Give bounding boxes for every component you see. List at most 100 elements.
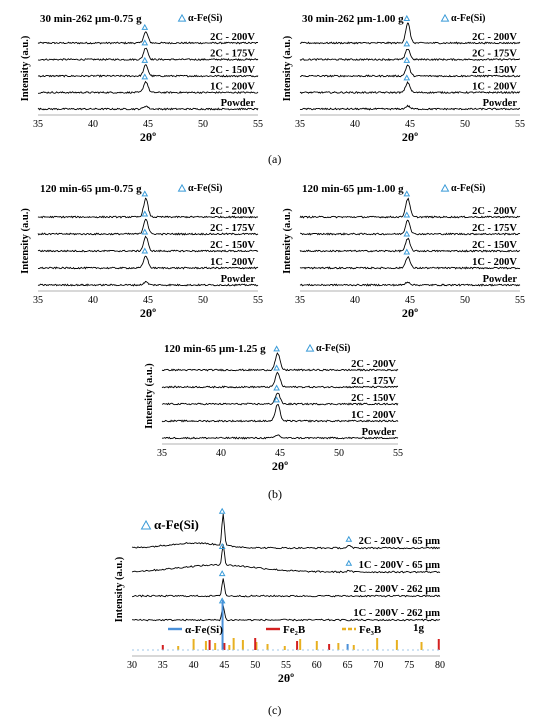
x-tick-label-c1-9: 75 <box>404 660 414 671</box>
trace-a4-4 <box>299 281 521 287</box>
ref-bar-fe3b-13 <box>352 645 355 650</box>
x-tick-label-c1-3: 45 <box>219 660 229 671</box>
x-tick-label-a2-3: 50 <box>460 119 470 130</box>
trace-a2-2 <box>299 64 521 78</box>
series-label-c1-0: 2C - 200V - 65 µm <box>359 536 441 547</box>
ref-bar-fe3b-6 <box>241 640 244 650</box>
panel-title-a2: 30 min-262 µm-1.00 g <box>302 13 404 25</box>
series-label-b1-1: 2C - 175V <box>351 376 396 387</box>
series-label-a4-2: 2C - 150V <box>472 240 517 251</box>
peak-marker-a4-1 <box>403 211 411 218</box>
trace-a3-3 <box>37 255 259 270</box>
peak-marker-a2-1 <box>403 40 411 47</box>
y-axis-label-c1: Intensity (a.u.) <box>114 556 125 622</box>
panel-title-a4: 120 min-65 µm-1.00 g <box>302 183 404 195</box>
x-tick-label-a4-0: 35 <box>295 295 305 306</box>
panel-title-a3: 120 min-65 µm-0.75 g <box>40 183 142 195</box>
ref-bar-fe3b-10 <box>299 639 302 650</box>
x-tick-label-c1-7: 65 <box>343 660 353 671</box>
ref-bar-fe3b-16 <box>420 642 423 650</box>
legend-label-a4: α-Fe(Si) <box>451 183 485 194</box>
peak-marker-b1-3 <box>273 396 280 403</box>
trace-a1-0 <box>37 31 259 45</box>
trace-c1-2 <box>131 578 441 598</box>
series-label-a1-2: 2C - 150V <box>210 65 255 76</box>
series-label-a3-2: 2C - 150V <box>210 240 255 251</box>
caption-c: (c) <box>268 703 282 717</box>
x-axis-label-a3: 2θº <box>140 306 156 320</box>
peak-marker-a2-2 <box>403 56 411 63</box>
x-tick-label-b1-3: 50 <box>334 448 344 459</box>
trace-a3-4 <box>37 280 259 287</box>
legend-marker-a4 <box>440 183 450 192</box>
ref-bar-fe3b-4 <box>228 645 231 650</box>
peak-marker-secondary-c1-0 <box>345 535 353 542</box>
x-tick-label-a1-0: 35 <box>33 119 43 130</box>
trace-b1-3 <box>161 403 399 423</box>
x-tick-label-a3-2: 45 <box>143 295 153 306</box>
ref-bar-fe3b-1 <box>192 639 195 650</box>
series-label-b1-3: 1C - 200V <box>351 410 396 421</box>
series-label-a2-3: 1C - 200V <box>472 82 517 93</box>
trace-a2-3 <box>299 80 521 95</box>
x-tick-label-b1-0: 35 <box>157 448 167 459</box>
ref-bar-fe2b-1 <box>208 640 211 650</box>
peak-marker-a2-0 <box>403 14 411 21</box>
trace-b1-0 <box>161 352 399 372</box>
caption-b: (b) <box>268 487 282 501</box>
series-label-a4-3: 1C - 200V <box>472 257 517 268</box>
x-tick-label-a4-4: 55 <box>515 295 525 306</box>
series-label-c1-3: 1C - 200V - 262 µm <box>353 608 440 619</box>
series-label-c1-1: 1C - 200V - 65 µm <box>359 560 441 571</box>
peak-marker-a4-0 <box>403 190 411 197</box>
series-label-a1-3: 1C - 200V <box>210 82 255 93</box>
ref-bar-fe3b-11 <box>315 641 318 650</box>
series-label-a1-0: 2C - 200V <box>210 32 255 43</box>
trace-a3-2 <box>37 235 259 253</box>
x-tick-label-a1-3: 50 <box>198 119 208 130</box>
ref-bar-fe3b-15 <box>395 640 398 650</box>
x-tick-label-b1-4: 55 <box>393 448 403 459</box>
peak-marker-a3-0 <box>141 190 149 197</box>
trace-b1-4 <box>161 434 399 440</box>
x-tick-label-b1-1: 40 <box>216 448 226 459</box>
trace-a4-1 <box>299 219 521 236</box>
trace-a4-3 <box>299 255 521 270</box>
ref-bar-fe2b-3 <box>254 638 257 650</box>
series-label-a2-1: 2C - 175V <box>472 49 517 60</box>
y-axis-label-a2: Intensity (a.u.) <box>282 35 293 101</box>
peak-marker-a1-3 <box>141 73 149 80</box>
series-label-a1-1: 2C - 175V <box>210 49 255 60</box>
x-tick-label-b1-2: 45 <box>275 448 285 459</box>
peak-marker-a3-1 <box>141 210 149 217</box>
trace-a2-0 <box>299 22 521 45</box>
ref-bar-fe3b-8 <box>266 644 269 650</box>
peak-marker-a1-1 <box>141 39 149 46</box>
trace-a4-2 <box>299 237 521 253</box>
peak-marker-c1-0 <box>218 507 226 514</box>
series-label-c1-2: 2C - 200V - 262 µm <box>353 584 440 595</box>
x-tick-label-a2-1: 40 <box>350 119 360 130</box>
legend-marker-b1 <box>305 343 315 352</box>
x-tick-label-c1-5: 55 <box>281 660 291 671</box>
ref-bar-fe3b-9 <box>283 646 286 650</box>
peak-marker-a2-3 <box>403 74 411 81</box>
x-tick-label-c1-1: 35 <box>158 660 168 671</box>
x-tick-label-c1-8: 70 <box>373 660 383 671</box>
series-label-a3-3: 1C - 200V <box>210 257 255 268</box>
y-axis-label-a3: Intensity (a.u.) <box>20 208 31 274</box>
peak-marker-a4-2 <box>403 230 411 237</box>
x-tick-label-a1-2: 45 <box>143 119 153 130</box>
x-axis-label-c1: 2θº <box>278 671 294 685</box>
series-label-a3-4: Powder <box>221 274 256 285</box>
trace-b1-1 <box>161 371 399 389</box>
x-tick-label-c1-4: 50 <box>250 660 260 671</box>
ref-bar-fe3b-14 <box>376 638 379 650</box>
peak-marker-a4-3 <box>403 248 411 255</box>
x-tick-label-a3-1: 40 <box>88 295 98 306</box>
legend-label-b1: α-Fe(Si) <box>316 343 350 354</box>
peak-marker-b1-1 <box>273 364 280 371</box>
x-axis-label-a1: 2θº <box>140 130 156 144</box>
trace-a4-0 <box>299 197 521 219</box>
